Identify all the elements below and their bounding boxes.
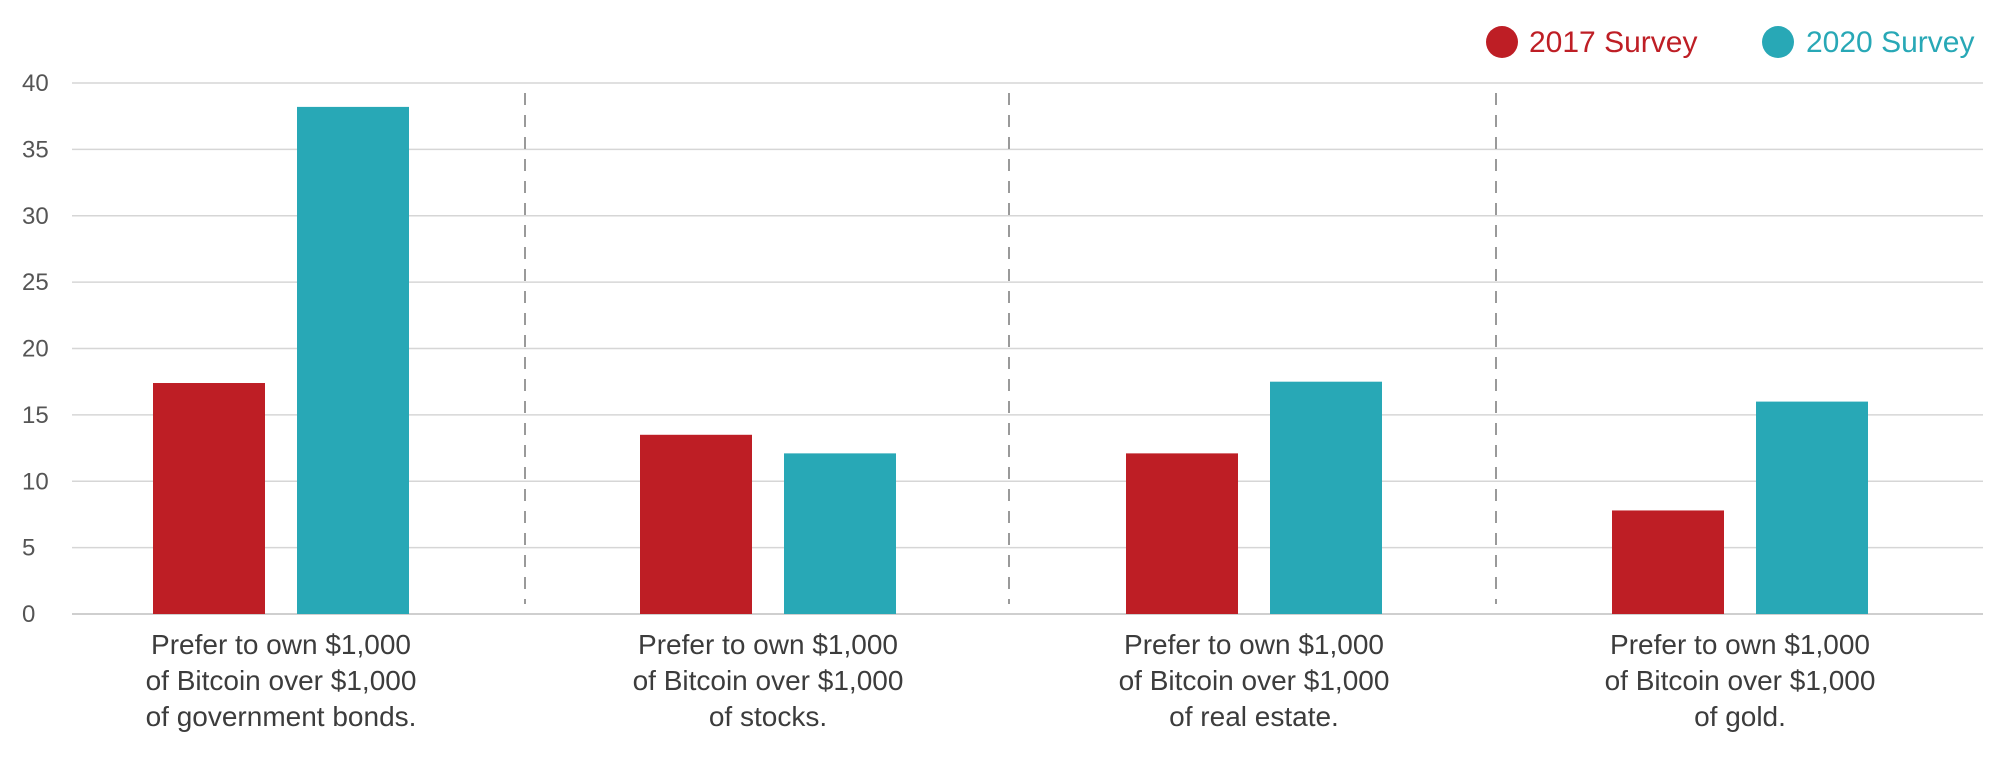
legend-label: 2020 Survey [1806,26,1974,59]
x-category-label-line: of Bitcoin over $1,000 [633,665,904,696]
bar-2017-survey [1612,510,1724,614]
y-tick-label: 30 [22,203,49,230]
x-axis-labels: Prefer to own $1,000 of Bitcoin over $1,0… [146,629,1876,732]
bar-2017-survey [153,383,265,614]
x-category-label-line: Prefer to own $1,000 [151,629,411,660]
x-category-label: Prefer to own $1,000 of Bitcoin over $1,0… [1119,629,1390,732]
bar-2017-survey [1126,453,1238,614]
x-category-label: Prefer to own $1,000 of Bitcoin over $1,0… [146,629,417,732]
bar-2020-survey [784,453,896,614]
x-category-label-line: of government bonds. [146,701,417,732]
x-category-label-line: of real estate. [1169,701,1339,732]
x-category-label-line: Prefer to own $1,000 [1124,629,1384,660]
x-category-label: Prefer to own $1,000 of Bitcoin over $1,0… [1605,629,1876,732]
bars [153,106,1868,615]
y-tick-label: 5 [22,535,35,562]
legend-swatch [1762,26,1794,58]
bar-2017-survey [640,434,752,614]
legend-label: 2017 Survey [1529,26,1697,59]
y-tick-label: 15 [22,402,49,429]
y-tick-label: 25 [22,269,49,296]
category-separators [524,93,1497,604]
y-axis-ticks: 0 5 10 15 20 25 30 35 40 [22,70,49,628]
x-category-label: Prefer to own $1,000 of Bitcoin over $1,0… [633,629,904,732]
x-category-label-line: of stocks. [709,701,827,732]
x-category-label-line: of Bitcoin over $1,000 [1605,665,1876,696]
y-tick-label: 40 [22,70,49,97]
bar-2020-survey [297,106,409,615]
y-tick-label: 0 [22,601,35,628]
bar-2020-survey [1756,401,1868,614]
x-category-label-line: of Bitcoin over $1,000 [1119,665,1390,696]
x-category-label-line: of Bitcoin over $1,000 [146,665,417,696]
y-tick-label: 10 [22,468,49,495]
x-category-label-line: Prefer to own $1,000 [638,629,898,660]
legend-swatch [1486,26,1518,58]
y-tick-label: 20 [22,336,49,363]
bar-2020-survey [1270,381,1382,614]
y-tick-label: 35 [22,136,49,163]
legend: 2017 Survey 2020 Survey [1486,26,1974,59]
x-category-label-line: of gold. [1694,701,1786,732]
x-category-label-line: Prefer to own $1,000 [1610,629,1870,660]
